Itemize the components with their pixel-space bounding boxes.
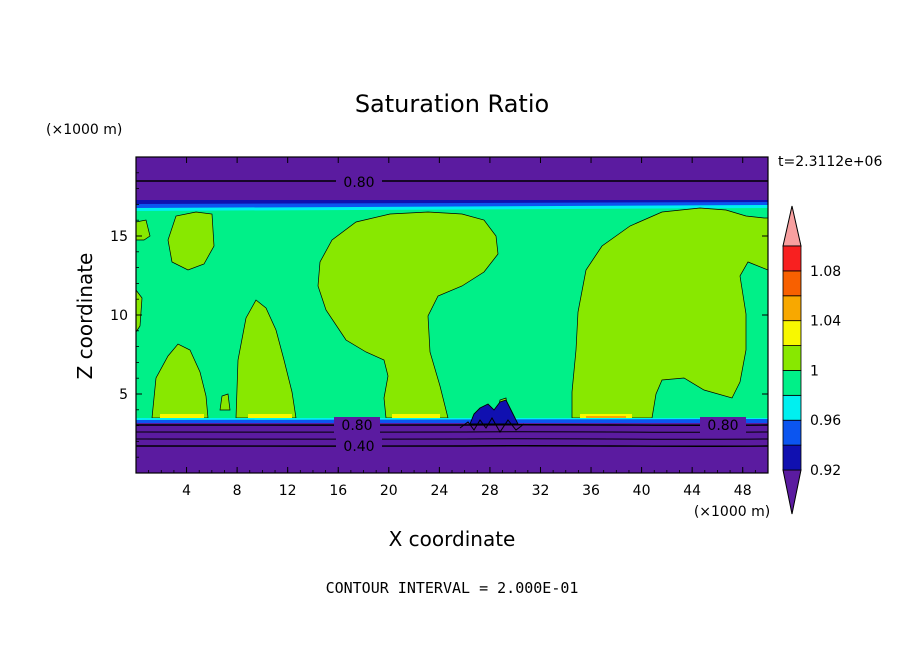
base-patch-3 bbox=[392, 414, 440, 418]
colorbar-tick-label: 0.96 bbox=[810, 413, 841, 429]
x-unit-label: (×1000 m) bbox=[694, 504, 770, 520]
colorbar: 0.92 0.96 1 1.04 1.08 bbox=[782, 205, 841, 515]
column-left bbox=[151, 343, 209, 419]
colorbar-segment bbox=[782, 345, 802, 371]
chart-title: Saturation Ratio bbox=[355, 90, 549, 118]
y-axis: 5 10 15 bbox=[110, 172, 768, 458]
y-tick-label: 5 bbox=[119, 387, 128, 403]
x-tick-label: 32 bbox=[532, 483, 550, 499]
y-tick-label: 15 bbox=[110, 229, 128, 245]
colorbar-under-triangle bbox=[782, 469, 802, 515]
contour-line-lower-3 bbox=[136, 438, 768, 440]
footer-text: CONTOUR INTERVAL = 2.000E-01 bbox=[326, 579, 579, 597]
x-tick-label: 4 bbox=[182, 483, 191, 499]
x-tick-label: 24 bbox=[430, 483, 448, 499]
base-patch-1 bbox=[160, 414, 204, 418]
colorbar-tick-label: 0.92 bbox=[810, 463, 841, 479]
x-tick-label: 28 bbox=[481, 483, 499, 499]
contour-line-lower-2 bbox=[136, 431, 768, 433]
wave-feature bbox=[469, 399, 519, 425]
colorbar-segment bbox=[782, 245, 802, 272]
base-patch-4b bbox=[586, 416, 626, 418]
x-tick-label: 40 bbox=[633, 483, 651, 499]
colorbar-segment bbox=[782, 370, 802, 396]
contour-label-lower-right: 0.80 bbox=[707, 418, 738, 434]
x-tick-label: 20 bbox=[380, 483, 398, 499]
colorbar-tick-label: 1.08 bbox=[810, 264, 841, 280]
colorbar-tick-label: 1.04 bbox=[810, 314, 841, 330]
x-tick-label: 8 bbox=[233, 483, 242, 499]
x-axis: 4 8 12 16 20 24 28 32 36 40 44 48 bbox=[148, 157, 756, 499]
column-right bbox=[571, 207, 768, 419]
column-upper-left bbox=[167, 211, 215, 271]
lower-band-blue bbox=[136, 419, 768, 424]
contour-label-bottom: 0.40 bbox=[343, 439, 374, 455]
contour-label-lower-left: 0.80 bbox=[341, 418, 372, 434]
colorbar-segment bbox=[782, 320, 802, 346]
column-small bbox=[219, 393, 231, 411]
colorbar-segment bbox=[782, 444, 802, 471]
column-edge-left-mid bbox=[136, 289, 143, 333]
column-left-mid bbox=[235, 299, 297, 419]
x-tick-label: 48 bbox=[734, 483, 752, 499]
x-tick-label: 12 bbox=[279, 483, 297, 499]
x-tick-label: 16 bbox=[329, 483, 347, 499]
column-edge-left bbox=[136, 219, 151, 241]
upper-band-cyan bbox=[136, 205, 768, 211]
y-unit-label: (×1000 m) bbox=[46, 122, 122, 138]
time-label: t=2.3112e+06 bbox=[778, 154, 882, 170]
lower-dry-layer bbox=[136, 423, 768, 473]
colorbar-segment bbox=[782, 270, 802, 297]
colorbar-segment bbox=[782, 394, 802, 421]
colorbar-over-triangle bbox=[782, 205, 802, 247]
colorbar-segment bbox=[782, 295, 802, 322]
contour-label-upper: 0.80 bbox=[343, 175, 374, 191]
colorbar-segment bbox=[782, 419, 802, 446]
contour-line-lower-4 bbox=[136, 445, 768, 447]
x-axis-title: X coordinate bbox=[389, 527, 516, 551]
contour-line-lower-1 bbox=[136, 424, 768, 426]
y-axis-title: Z coordinate bbox=[73, 253, 97, 380]
plot-area bbox=[136, 157, 768, 473]
colorbar-tick-label: 1 bbox=[810, 363, 819, 379]
y-tick-label: 10 bbox=[110, 308, 128, 324]
x-tick-label: 44 bbox=[683, 483, 701, 499]
base-patch-2 bbox=[248, 414, 292, 418]
x-tick-label: 36 bbox=[582, 483, 600, 499]
column-center bbox=[317, 211, 499, 419]
upper-band-dark-blue bbox=[136, 200, 768, 204]
